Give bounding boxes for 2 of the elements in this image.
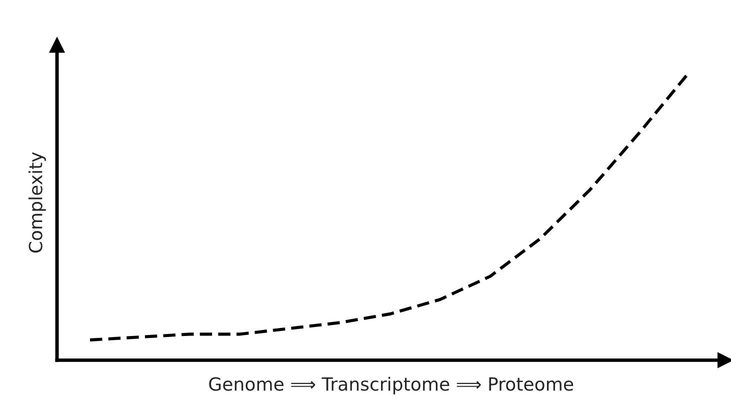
y-axis-title: Complexity: [28, 152, 46, 253]
x-axis-title: Genome ⟹ Transcriptome ⟹ Proteome: [209, 376, 574, 394]
